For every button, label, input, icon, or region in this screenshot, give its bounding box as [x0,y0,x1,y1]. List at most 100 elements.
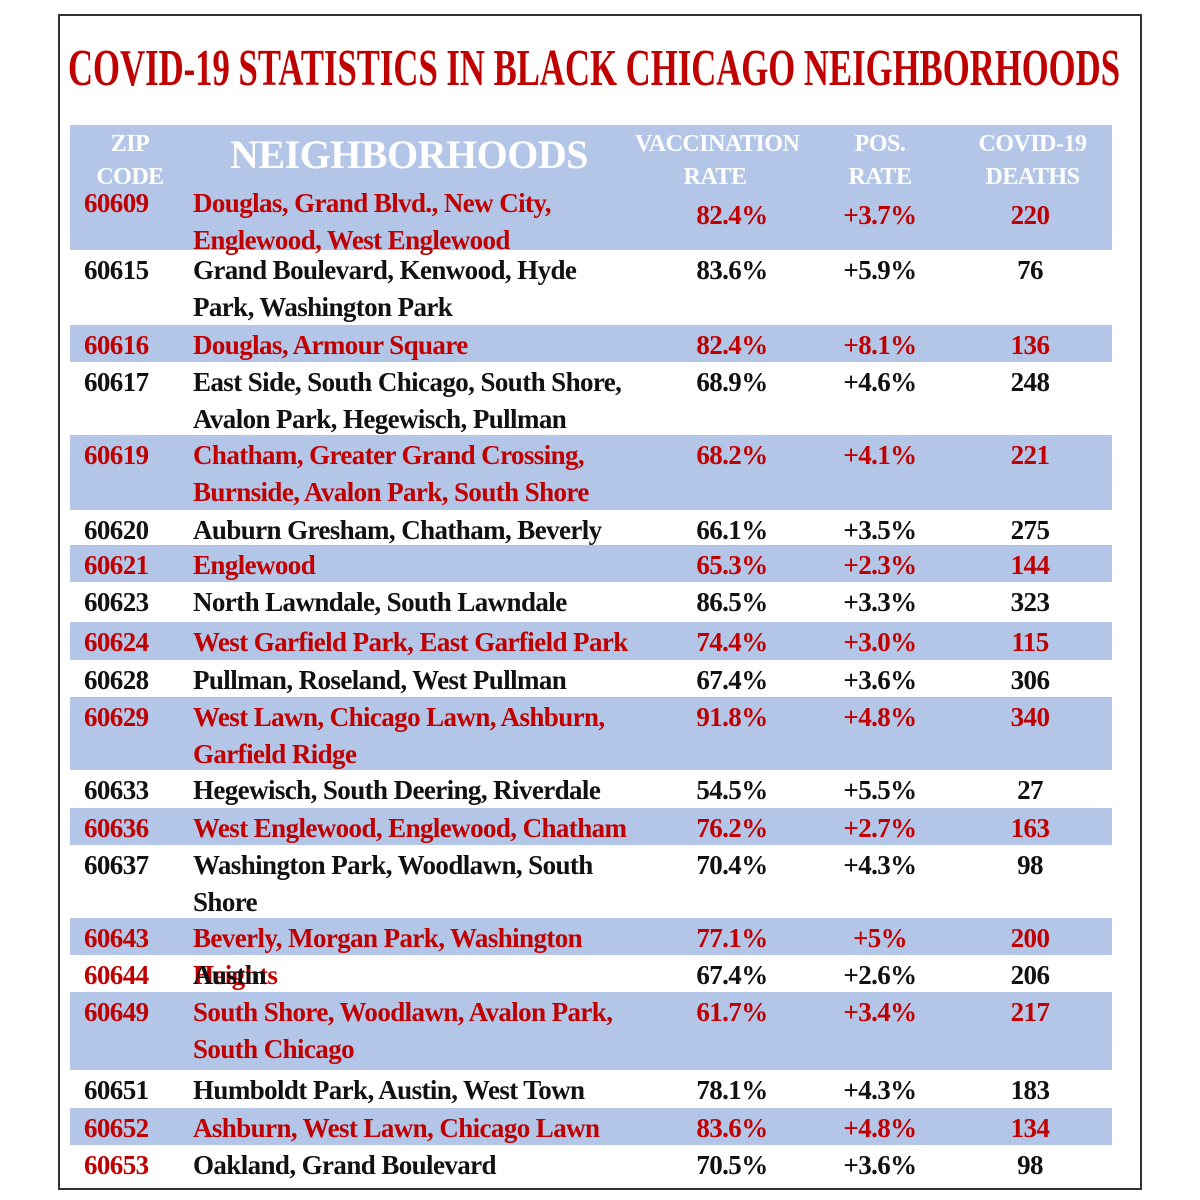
zip-code: 60652 [84,1113,149,1143]
zip-code: 60621 [84,550,149,580]
neighborhoods: North Lawndale, South Lawndale [193,587,567,617]
zip-code: 60653 [84,1150,149,1180]
neighborhoods: South Shore, Woodlawn, Avalon Park, Sout… [193,997,613,1064]
vaccination-rate: 76.2% [696,813,768,843]
neighborhoods: Auburn Gresham, Chatham, Beverly [193,515,602,545]
pos-rate: +2.7% [843,813,917,843]
pos-rate: +3.7% [843,200,917,230]
vaccination-rate: 68.9% [696,367,768,397]
vaccination-rate: 74.4% [696,627,768,657]
row-band [70,992,1112,1070]
vaccination-rate: 68.2% [696,440,768,470]
zip-code: 60651 [84,1075,149,1105]
neighborhoods: Pullman, Roseland, West Pullman [193,665,567,695]
deaths: 144 [1010,550,1050,580]
zip-code: 60629 [84,702,149,732]
row-band [70,808,1112,845]
row-band [70,622,1112,660]
neighborhoods: Douglas, Armour Square [193,330,468,360]
vaccination-rate: 65.3% [696,550,768,580]
deaths: 134 [1010,1113,1050,1143]
deaths: 221 [1010,440,1050,470]
zip-code: 60644 [84,960,149,990]
vaccination-rate: 82.4% [696,330,768,360]
neighborhoods: Douglas, Grand Blvd., New City, Englewoo… [193,188,552,255]
zip-code: 60636 [84,813,149,843]
neighborhoods: West Lawn, Chicago Lawn, Ashburn, Garfie… [193,702,605,769]
deaths: 248 [1010,367,1050,397]
pos-rate: +3.6% [843,1150,917,1180]
deaths: 98 [1017,850,1043,880]
deaths: 220 [1010,200,1050,230]
deaths: 217 [1010,997,1050,1027]
pos-rate: +5% [852,923,908,953]
title-area: COVID-19 STATISTICS IN BLACK CHICAGO NEI… [68,40,1120,97]
zip-code: 60620 [84,515,149,545]
deaths: 76 [1017,255,1043,285]
row-band [70,325,1112,362]
pos-rate: +3.5% [843,515,917,545]
pos-rate: +3.3% [843,587,917,617]
neighborhoods: West Garfield Park, East Garfield Park [193,627,628,657]
zip-code: 60643 [84,923,149,953]
vaccination-rate: 61.7% [696,997,768,1027]
deaths: 200 [1010,923,1050,953]
row-band [70,697,1112,770]
neighborhoods: Englewood [193,550,316,580]
neighborhoods: East Side, South Chicago, South Shore, A… [193,367,622,434]
deaths: 323 [1010,587,1050,617]
row-band [70,435,1112,510]
zip-code: 60623 [84,587,149,617]
neighborhoods: Austin [193,960,267,990]
vaccination-rate: 66.1% [696,515,768,545]
row-band [70,185,1112,250]
pos-rate: +3.4% [843,997,917,1027]
neighborhoods: Chatham, Greater Grand Crossing, Burnsid… [193,440,589,507]
vaccination-rate: 54.5% [696,775,768,805]
title: COVID-19 STATISTICS IN BLACK CHICAGO NEI… [68,40,1120,97]
pos-rate: +3.6% [843,665,917,695]
pos-rate: +5.9% [843,255,917,285]
vaccination-rate: 91.8% [696,702,768,732]
neighborhoods: Grand Boulevard, Kenwood, Hyde Park, Was… [193,255,577,322]
pos-rate: +2.6% [843,960,917,990]
frame [58,14,1142,1190]
deaths: 340 [1010,702,1050,732]
vaccination-rate: 83.6% [696,1113,768,1143]
neighborhoods: Ashburn, West Lawn, Chicago Lawn [193,1113,600,1143]
neighborhoods: Humboldt Park, Austin, West Town [193,1075,585,1105]
row-band [70,1108,1112,1145]
deaths: 27 [1017,775,1043,805]
header-band [70,125,1112,185]
vaccination-rate: 70.5% [696,1150,768,1180]
vaccination-rate: 70.4% [696,850,768,880]
deaths: 98 [1017,1150,1043,1180]
zip-code: 60624 [84,627,149,657]
zip-code: 60616 [84,330,149,360]
pos-rate: +4.6% [843,367,917,397]
deaths: 206 [1010,960,1050,990]
column-header: NEIGHBORHOODS [230,132,589,177]
deaths: 275 [1010,515,1050,545]
zip-code: 60628 [84,665,149,695]
deaths: 136 [1010,330,1050,360]
pos-rate: +4.3% [843,850,917,880]
neighborhoods: Oakland, Grand Boulevard [193,1150,497,1180]
deaths: 163 [1010,813,1050,843]
neighborhoods: Washington Park, Woodlawn, South Shore [193,850,593,917]
vaccination-rate: 78.1% [696,1075,768,1105]
pos-rate: +8.1% [843,330,917,360]
zip-code: 60633 [84,775,149,805]
neighborhoods: Hegewisch, South Deering, Riverdale [193,775,601,805]
zip-code: 60609 [84,188,149,218]
row-band [70,545,1112,582]
vaccination-rate: 82.4% [696,200,768,230]
pos-rate: +4.3% [843,1075,917,1105]
pos-rate: +2.3% [843,550,917,580]
zip-code: 60649 [84,997,149,1027]
zip-code: 60637 [84,850,149,880]
vaccination-rate: 83.6% [696,255,768,285]
pos-rate: +3.0% [843,627,917,657]
pos-rate: +4.1% [843,440,917,470]
